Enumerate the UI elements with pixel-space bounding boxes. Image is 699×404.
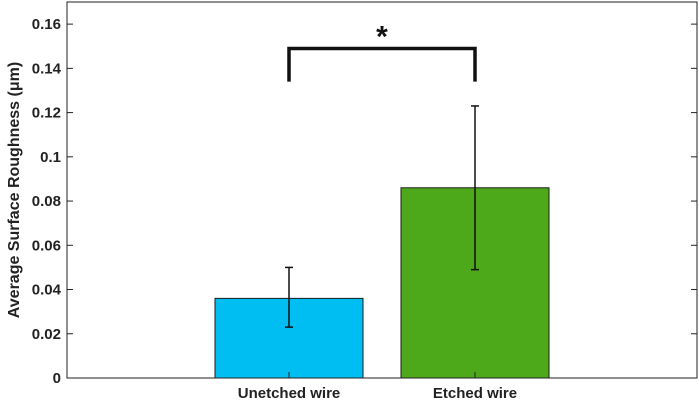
y-tick-label: 0.1	[40, 149, 61, 166]
axes-box	[66, 1, 698, 379]
y-tick-label: 0.06	[32, 237, 61, 254]
y-axis-label: Average Surface Roughness (μm)	[6, 62, 23, 318]
x-tick-label: Unetched wire	[238, 385, 341, 402]
y-tick-label: 0.02	[32, 326, 61, 343]
y-tick-label: 0.14	[32, 60, 62, 77]
y-tick-label: 0	[53, 370, 61, 387]
y-tick-label: 0.12	[32, 105, 61, 122]
significance-bracket	[287, 46, 477, 82]
significance-marker: *	[376, 20, 388, 53]
plot-area: * 0 0.02 0.04 0.06 0.08 0.1 0.12 0.14 0.16 Unetche…	[32, 1, 698, 402]
x-tick-label: Etched wire	[433, 385, 517, 402]
y-tick-label: 0.08	[32, 193, 61, 210]
y-tick-label: 0.04	[32, 282, 62, 299]
y-tick-label: 0.16	[32, 16, 61, 33]
